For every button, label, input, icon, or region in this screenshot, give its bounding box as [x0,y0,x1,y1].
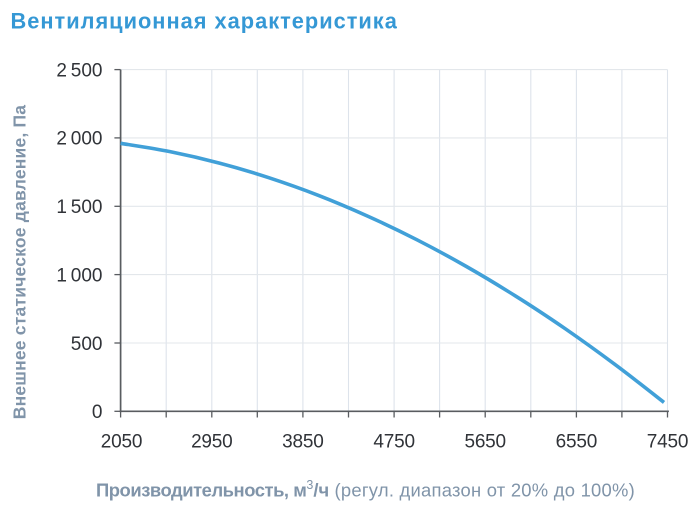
svg-text:4750: 4750 [373,432,414,453]
svg-text:Вентиляционная характеристика: Вентиляционная характеристика [11,9,398,34]
svg-text:2950: 2950 [191,432,232,453]
svg-text:1 000: 1 000 [56,265,102,286]
svg-text:5650: 5650 [464,432,505,453]
svg-text:Производительность, м3/ч (регу: Производительность, м3/ч (регул. диапазо… [96,478,635,501]
svg-text:2 000: 2 000 [56,129,102,150]
svg-text:0: 0 [92,402,103,423]
svg-text:1 500: 1 500 [56,197,102,218]
svg-text:2050: 2050 [101,432,142,453]
svg-text:500: 500 [71,334,103,355]
svg-text:Внешнее статическое давление,: Внешнее статическое давление, Па [10,105,30,420]
svg-text:3850: 3850 [282,432,323,453]
svg-text:7450: 7450 [647,432,688,453]
svg-text:6550: 6550 [556,432,597,453]
svg-text:2 500: 2 500 [56,60,102,81]
